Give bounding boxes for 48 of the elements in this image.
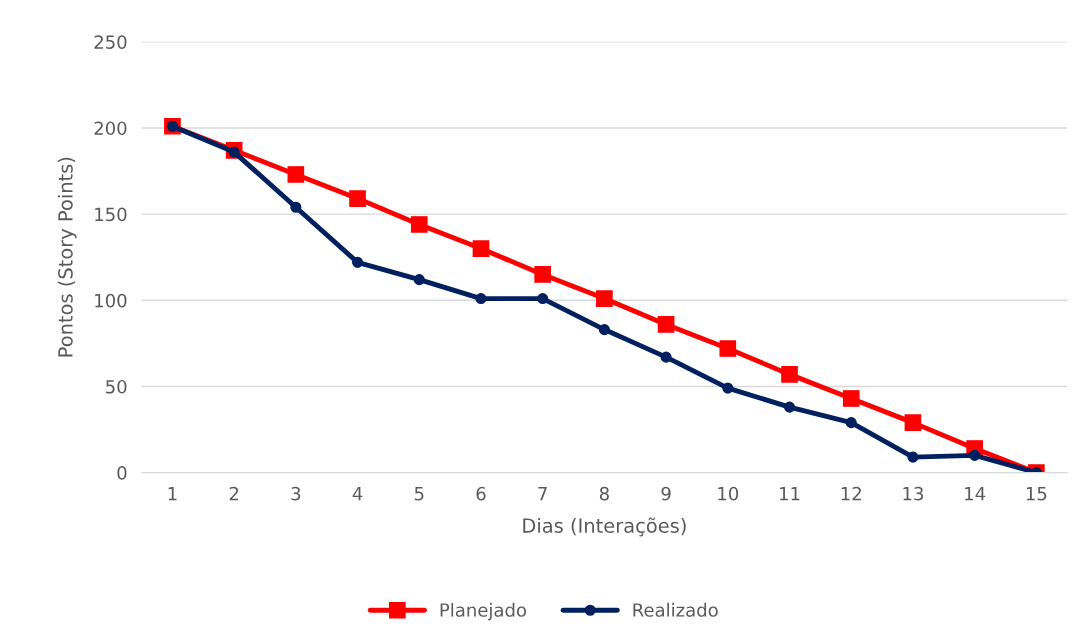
point [472,240,490,257]
point [351,256,364,268]
point [598,324,610,336]
point [287,166,305,183]
x-tick-label: 2 [229,486,239,501]
point [596,290,613,307]
point [290,201,302,213]
x-tick-label: 4 [352,487,363,501]
y-tick-label: 0 [117,466,127,480]
y-tick-label: 50 [106,379,127,394]
x-tick-label: 12 [841,486,861,501]
x-tick-label: 11 [780,487,800,501]
point [410,216,428,233]
x-tick-label: 13 [903,486,923,501]
x-tick-label: 14 [965,487,986,501]
y-tick-label: 200 [94,121,127,136]
point [719,340,737,357]
point [907,451,919,463]
x-tick-label: 6 [476,486,486,501]
point [722,382,734,394]
x-tick-label: 8 [599,486,609,501]
y-axis-title: Pontos (Story Points) [57,157,77,357]
x-axis-title: Dias (Interações) [523,517,686,537]
x-tick-label: 7 [538,487,547,501]
x-tick-label: 9 [661,486,671,501]
point [657,316,675,333]
point [845,417,857,429]
y-tick-label: 250 [94,35,127,49]
point [781,366,798,383]
x-tick-label: 15 [1026,487,1047,501]
x-tick-label: 1 [168,487,177,501]
point [537,293,549,305]
point [349,190,366,207]
y-tick-label: 100 [95,293,127,308]
point [413,274,425,286]
x-tick-label: 3 [291,486,301,501]
point [660,351,672,363]
point [475,293,487,305]
point [534,266,552,283]
legend-label: Planejado [440,602,527,621]
legend-label: Realizado [633,602,718,617]
point [904,414,922,431]
point [783,401,796,413]
y-tick-label: 150 [95,207,127,222]
x-tick-label: 10 [718,486,739,501]
point [969,449,981,461]
x-tick-label: 5 [414,487,424,501]
point [842,390,860,407]
